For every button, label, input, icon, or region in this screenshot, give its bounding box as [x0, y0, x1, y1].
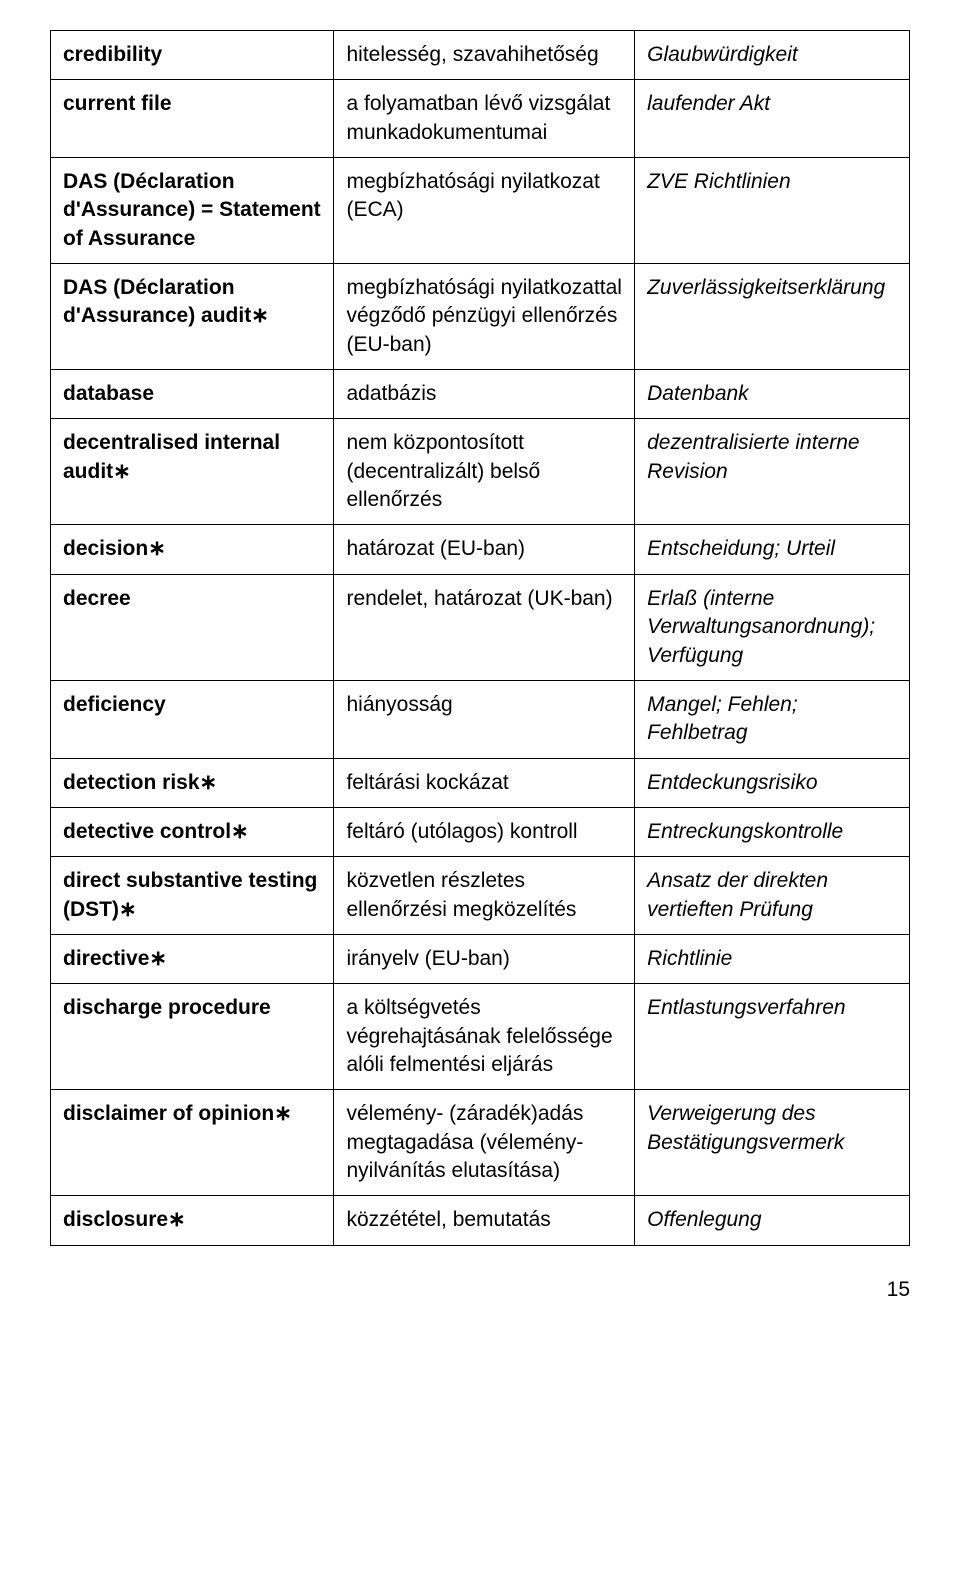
term-english: detection risk∗ — [51, 758, 334, 807]
term-hungarian: megbízhatósági nyilatkozat (ECA) — [334, 158, 635, 264]
table-row: disclaimer of opinion∗vélemény- (záradék… — [51, 1090, 910, 1196]
term-hungarian: a költségvetés végrehajtásának felelőssé… — [334, 984, 635, 1090]
term-hungarian: közzététel, bemutatás — [334, 1196, 635, 1245]
table-row: direct substantive testing (DST)∗közvetl… — [51, 857, 910, 935]
term-hungarian: a folyamatban lévő vizsgálat munkadokume… — [334, 80, 635, 158]
table-row: decentralised internal audit∗nem központ… — [51, 419, 910, 525]
term-hungarian: hitelesség, szavahihetőség — [334, 31, 635, 80]
table-row: databaseadatbázisDatenbank — [51, 370, 910, 419]
term-german: Mangel; Fehlen; Fehlbetrag — [635, 680, 910, 758]
term-german: Entlastungsverfahren — [635, 984, 910, 1090]
term-german: dezentralisierte interne Revision — [635, 419, 910, 525]
table-row: detective control∗feltáró (utólagos) kon… — [51, 807, 910, 856]
term-english: deficiency — [51, 680, 334, 758]
term-german: Richtlinie — [635, 934, 910, 983]
table-row: current filea folyamatban lévő vizsgálat… — [51, 80, 910, 158]
term-hungarian: nem központosított (decentralizált) bels… — [334, 419, 635, 525]
term-german: Entreckungskontrolle — [635, 807, 910, 856]
term-hungarian: megbízhatósági nyilatkozattal végződő pé… — [334, 264, 635, 370]
glossary-table-body: credibilityhitelesség, szavahihetőségGla… — [51, 31, 910, 1246]
table-row: deficiencyhiányosságMangel; Fehlen; Fehl… — [51, 680, 910, 758]
term-hungarian: vélemény- (záradék)adás megtagadása (vél… — [334, 1090, 635, 1196]
table-row: detection risk∗feltárási kockázatEntdeck… — [51, 758, 910, 807]
term-german: Offenlegung — [635, 1196, 910, 1245]
table-row: decision∗határozat (EU-ban)Entscheidung;… — [51, 525, 910, 574]
term-english: detective control∗ — [51, 807, 334, 856]
term-english: DAS (Déclaration d'Assurance) = Statemen… — [51, 158, 334, 264]
term-english: directive∗ — [51, 934, 334, 983]
term-english: discharge procedure — [51, 984, 334, 1090]
term-english: database — [51, 370, 334, 419]
term-hungarian: feltárási kockázat — [334, 758, 635, 807]
term-english: direct substantive testing (DST)∗ — [51, 857, 334, 935]
term-english: disclaimer of opinion∗ — [51, 1090, 334, 1196]
table-row: credibilityhitelesség, szavahihetőségGla… — [51, 31, 910, 80]
term-english: decision∗ — [51, 525, 334, 574]
table-row: DAS (Déclaration d'Assurance) audit∗megb… — [51, 264, 910, 370]
term-german: Erlaß (interne Verwaltungsanordnung); Ve… — [635, 574, 910, 680]
term-english: decentralised internal audit∗ — [51, 419, 334, 525]
table-row: disclosure∗közzététel, bemutatásOffenleg… — [51, 1196, 910, 1245]
term-german: Glaubwürdigkeit — [635, 31, 910, 80]
term-german: laufender Akt — [635, 80, 910, 158]
term-german: Datenbank — [635, 370, 910, 419]
table-row: directive∗irányelv (EU-ban)Richtlinie — [51, 934, 910, 983]
table-row: DAS (Déclaration d'Assurance) = Statemen… — [51, 158, 910, 264]
term-english: decree — [51, 574, 334, 680]
term-hungarian: rendelet, határozat (UK-ban) — [334, 574, 635, 680]
term-german: Ansatz der direkten vertieften Prüfung — [635, 857, 910, 935]
term-english: current file — [51, 80, 334, 158]
term-german: Verweigerung des Bestätigungsvermerk — [635, 1090, 910, 1196]
term-hungarian: határozat (EU-ban) — [334, 525, 635, 574]
term-german: Zuverlässigkeitserklärung — [635, 264, 910, 370]
term-hungarian: adatbázis — [334, 370, 635, 419]
term-german: Entdeckungsrisiko — [635, 758, 910, 807]
term-german: ZVE Richtlinien — [635, 158, 910, 264]
term-hungarian: hiányosság — [334, 680, 635, 758]
term-english: disclosure∗ — [51, 1196, 334, 1245]
term-hungarian: feltáró (utólagos) kontroll — [334, 807, 635, 856]
term-hungarian: irányelv (EU-ban) — [334, 934, 635, 983]
page-number: 15 — [50, 1276, 910, 1304]
term-english: credibility — [51, 31, 334, 80]
term-german: Entscheidung; Urteil — [635, 525, 910, 574]
glossary-table: credibilityhitelesség, szavahihetőségGla… — [50, 30, 910, 1246]
term-english: DAS (Déclaration d'Assurance) audit∗ — [51, 264, 334, 370]
term-hungarian: közvetlen részletes ellenőrzési megközel… — [334, 857, 635, 935]
table-row: discharge procedurea költségvetés végreh… — [51, 984, 910, 1090]
table-row: decreerendelet, határozat (UK-ban)Erlaß … — [51, 574, 910, 680]
